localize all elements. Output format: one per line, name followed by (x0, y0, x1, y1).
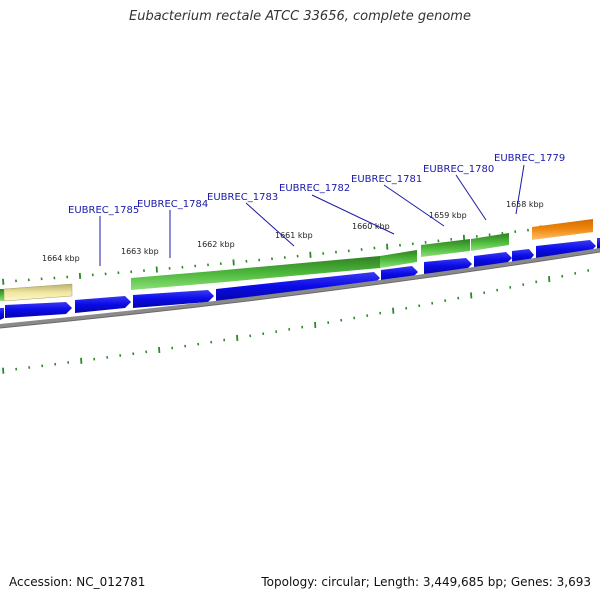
leader-line-1782 (311, 194, 395, 235)
forward-cds-track (0, 238, 600, 320)
rna-gene-block-1[interactable] (131, 256, 380, 290)
cds-arrow-2[interactable] (75, 296, 131, 313)
scale-label-1658: 1658 kbp (506, 200, 544, 209)
genome-backbone-shadow (0, 251, 600, 329)
scale-label-1659: 1659 kbp (429, 211, 467, 220)
scale-label-1660: 1660 kbp (352, 222, 390, 231)
topology-label: Topology: circular; Length: 3,449,685 bp… (261, 575, 591, 589)
gene-label-1785[interactable]: EUBREC_1785 (68, 205, 139, 216)
scale-label-1664: 1664 kbp (42, 254, 80, 263)
scale-label-1663: 1663 kbp (121, 247, 159, 256)
gene-label-1784[interactable]: EUBREC_1784 (137, 199, 208, 210)
rna-gene-block-2[interactable] (380, 250, 417, 268)
outer-features (0, 219, 593, 302)
rna-gene-block-3[interactable] (421, 239, 470, 257)
leader-line-1781 (383, 184, 445, 227)
rna-gene-block-4[interactable] (471, 233, 509, 251)
rna-gene-fragment[interactable] (0, 289, 4, 301)
map-title: Eubacterium rectale ATCC 33656, complete… (129, 9, 471, 24)
gene-label-1779[interactable]: EUBREC_1779 (494, 153, 565, 164)
cds-arrow-9[interactable] (536, 240, 596, 259)
gene-label-1780[interactable]: EUBREC_1780 (423, 164, 494, 175)
gene-label-1782[interactable]: EUBREC_1782 (279, 183, 350, 194)
cds-arrow-1[interactable] (5, 302, 72, 318)
accession-label: Accession: NC_012781 (9, 575, 146, 589)
leader-line-1779 (515, 164, 525, 215)
gene-label-1783[interactable]: EUBREC_1783 (207, 192, 278, 203)
label-leader-lines (99, 164, 525, 266)
cds-arrow-10[interactable] (597, 238, 600, 251)
pseudo-gene[interactable] (3, 283, 73, 302)
inner-scale-ticks (2, 269, 590, 374)
genome-backbone (0, 248, 600, 328)
leader-line-1783 (245, 202, 295, 247)
leader-line-1780 (455, 174, 487, 221)
cds-arrow-3[interactable] (133, 290, 214, 308)
cds-arrow-0[interactable] (0, 308, 4, 320)
orange-feature[interactable] (532, 219, 593, 240)
scale-label-1661: 1661 kbp (275, 231, 313, 240)
gene-label-1781[interactable]: EUBREC_1781 (351, 174, 422, 185)
scale-label-1662: 1662 kbp (197, 240, 235, 249)
gene-labels: EUBREC_1785 EUBREC_1784 EUBREC_1783 EUBR… (68, 153, 565, 216)
cds-arrow-4[interactable] (216, 272, 380, 301)
scale-labels: 1664 kbp 1663 kbp 1662 kbp 1661 kbp 1660… (42, 200, 544, 263)
